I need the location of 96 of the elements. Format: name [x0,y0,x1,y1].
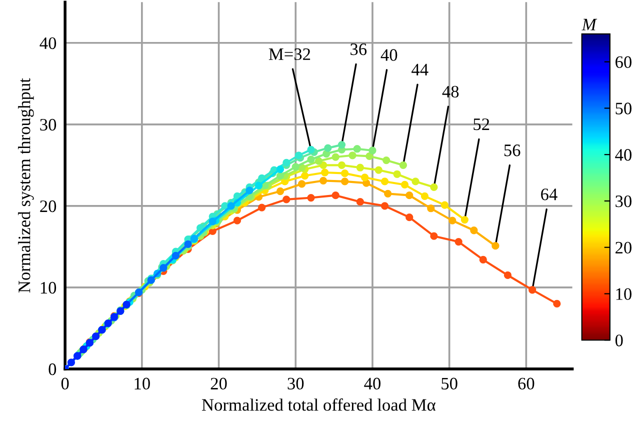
point [276,172,284,180]
point [406,214,414,222]
point [184,240,192,248]
point [258,204,266,212]
point [340,178,349,186]
annotation: 48 [442,86,459,98]
y-tick-label: 20 [40,200,56,212]
point [298,180,306,188]
point [440,201,449,209]
annotation: 56 [504,144,520,156]
point [382,156,390,164]
point [196,224,204,232]
point [553,300,561,308]
point [384,190,392,198]
color-bar-label: 40 [615,149,632,161]
point [319,176,328,184]
point [393,170,401,178]
point [366,152,374,160]
point [332,153,340,161]
point [276,187,284,196]
color-bar-label: 30 [616,195,632,208]
point [470,226,478,234]
point [406,192,414,200]
y-tick-label: 40 [40,37,56,50]
point [448,216,456,224]
point [380,178,389,186]
point [430,183,438,191]
point [356,198,364,206]
point [340,170,349,178]
point [332,192,340,200]
point [399,161,408,169]
point [504,271,512,280]
point [528,286,536,294]
point [380,202,389,210]
point [492,242,500,250]
annotation: M=32 [268,48,310,60]
y-tick-label: 10 [40,282,56,294]
x-tick-label: 10 [134,378,150,390]
point [400,180,409,189]
color-bar-label: 0 [615,334,623,346]
point [294,152,303,160]
y-axis-title: Normalized system throughput [18,78,34,293]
point [208,218,216,226]
point [374,166,382,174]
point [282,196,290,204]
point [348,152,356,160]
x-tick-label: 60 [518,378,534,390]
point [307,156,315,164]
point [307,194,315,202]
point [420,192,429,200]
point [338,161,346,169]
point [246,186,254,194]
x-tick-label: 30 [288,378,304,390]
point [282,158,290,167]
point [353,145,361,153]
point [454,238,462,246]
point [360,174,369,182]
point [338,140,346,149]
point [460,216,469,224]
x-tick-label: 40 [364,378,380,390]
point [292,162,300,171]
color-bar-title: M [582,18,598,30]
point [412,178,420,186]
point [356,164,364,172]
point [427,204,435,212]
point [362,179,370,187]
point [67,358,76,366]
annotation: 44 [412,64,428,76]
x-tick-label: 50 [442,378,458,390]
annotation: 36 [350,43,367,56]
point [314,157,322,165]
point [301,172,309,180]
point [307,146,315,154]
color-bar-label: 50 [616,102,632,114]
point [258,174,266,182]
annotation: 52 [474,118,490,130]
x-tick-label: 20 [210,378,227,390]
x-axis-title: Normalized total offered load Mα [202,398,436,411]
point [430,232,438,240]
point [319,161,328,169]
x-tick-label: 0 [61,378,69,390]
point [276,165,284,174]
color-bar-label: 20 [616,242,632,254]
point [233,216,242,224]
point [254,182,263,190]
color-bar-label: 60 [616,56,632,68]
point [324,144,332,152]
point [322,150,330,158]
point [368,146,376,154]
y-tick-label: 0 [48,363,56,376]
annotation: 40 [380,49,398,61]
color-bar-label: 10 [616,288,632,300]
point [479,256,487,264]
annotation: 64 [541,188,558,200]
point [321,168,329,176]
y-tick-label: 30 [40,118,56,131]
